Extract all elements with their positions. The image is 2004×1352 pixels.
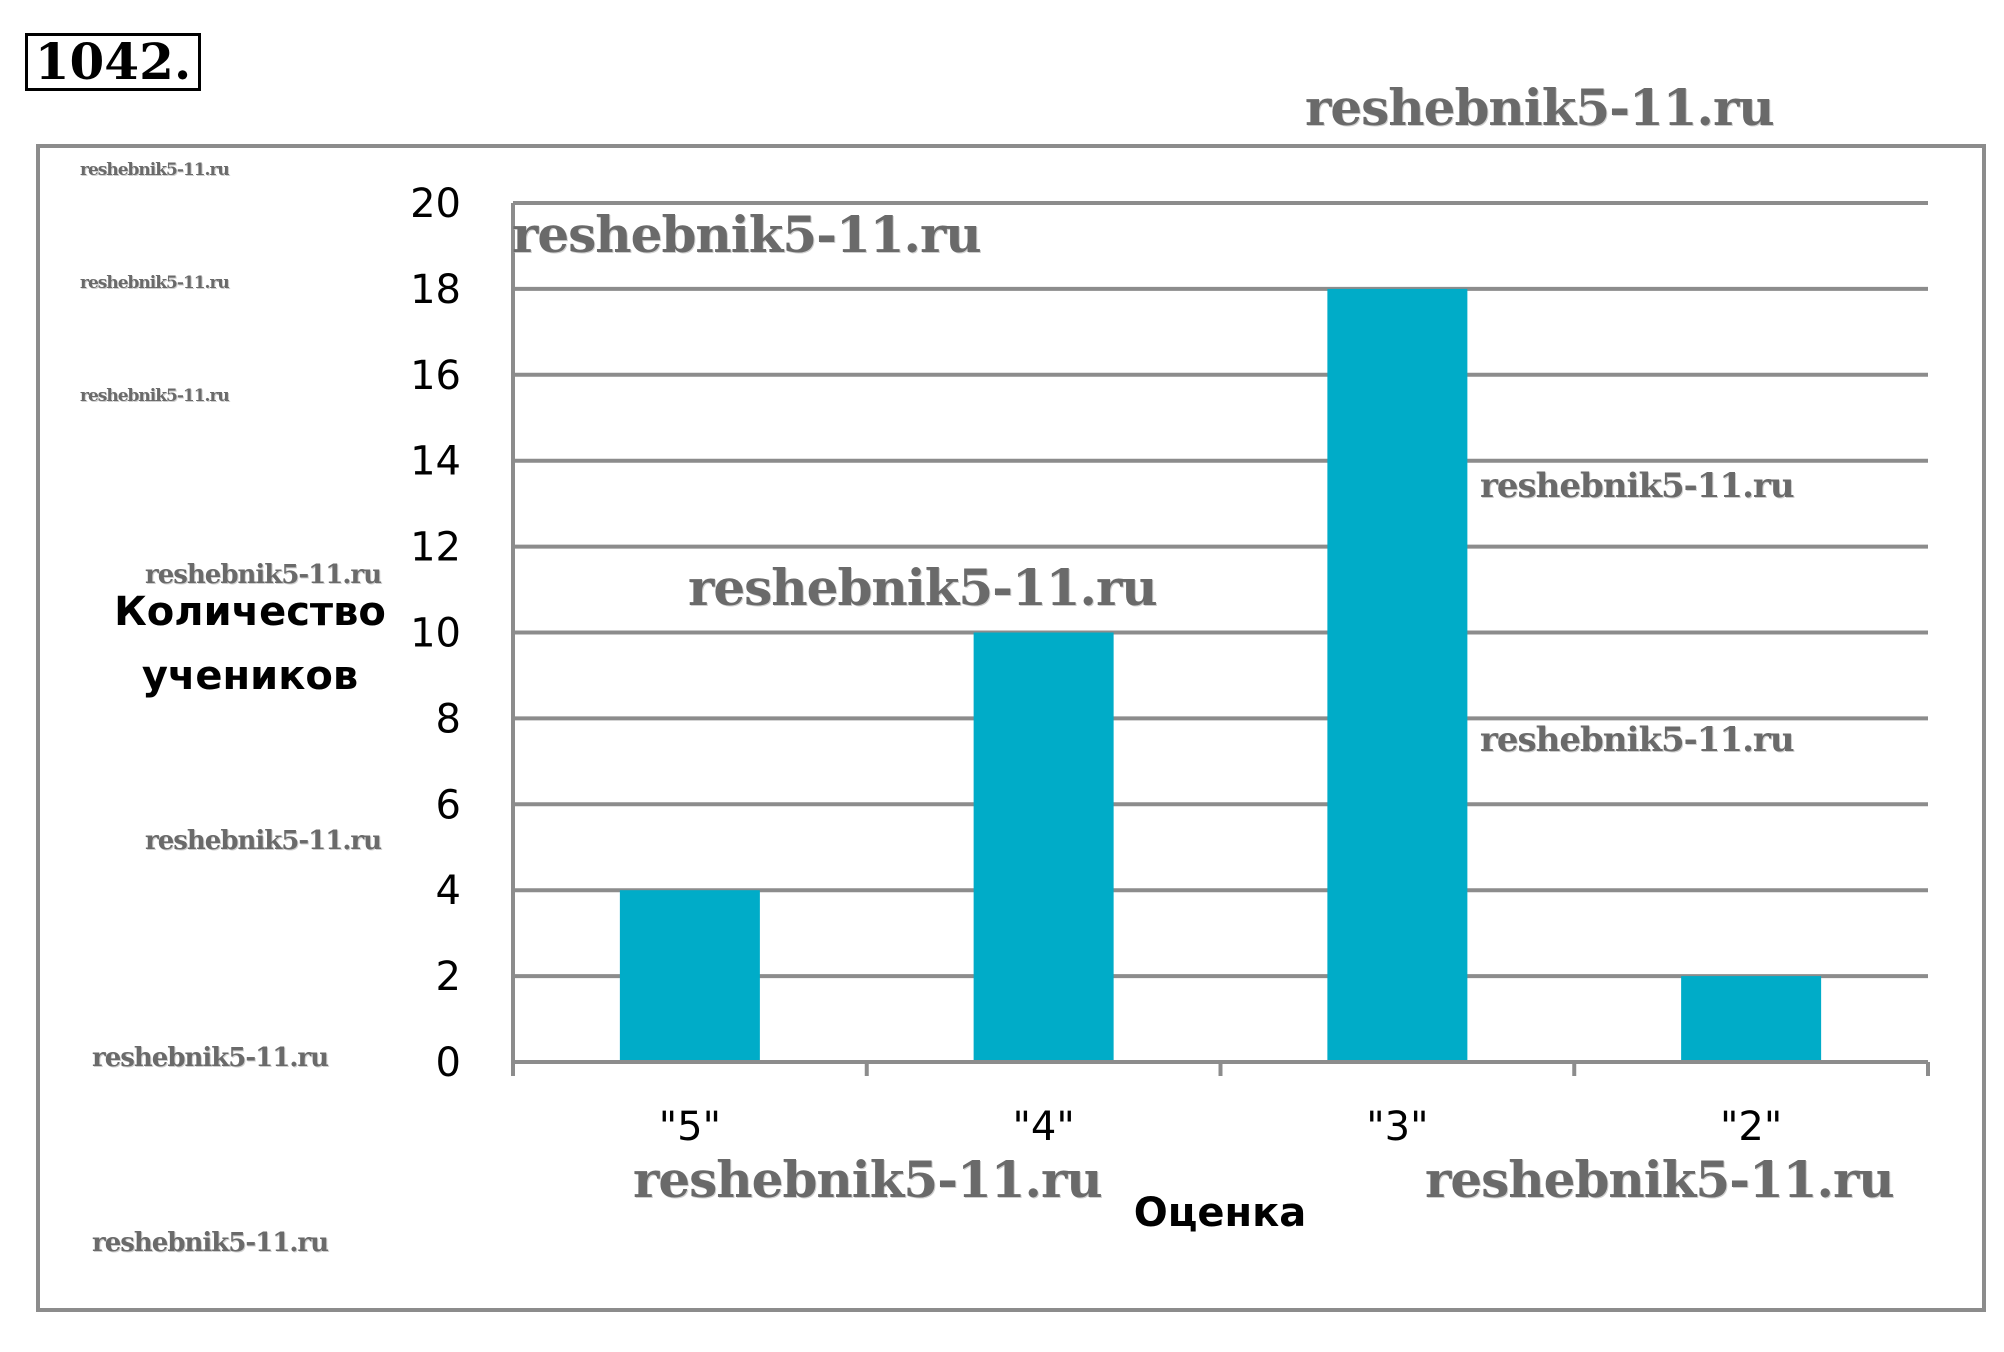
bar (1327, 288, 1468, 1062)
y-tick-label: 0 (436, 1040, 461, 1086)
watermark: reshebnik5-11.ru (512, 205, 982, 264)
watermark: reshebnik5-11.ru (80, 160, 230, 180)
y-tick-label: 8 (436, 696, 461, 742)
y-tick-label: 12 (410, 525, 461, 571)
watermark: reshebnik5-11.ru (1425, 1150, 1895, 1209)
watermark: reshebnik5-11.ru (145, 826, 382, 856)
bar (619, 890, 760, 1062)
x-tick-label: "5" (659, 1104, 721, 1150)
problem-number: 1042. (25, 33, 201, 91)
x-axis-label: Оценка (1133, 1190, 1307, 1236)
watermark: reshebnik5-11.ru (633, 1150, 1103, 1209)
watermark: reshebnik5-11.ru (80, 273, 230, 293)
y-axis-label-line-2: учеников (141, 653, 359, 699)
y-tick-label: 2 (436, 954, 461, 1000)
y-tick-label: 16 (410, 353, 461, 399)
y-tick-label: 14 (410, 439, 461, 485)
y-axis-label: Количество учеников (100, 580, 400, 708)
watermark: reshebnik5-11.ru (80, 386, 230, 406)
bar (973, 632, 1114, 1062)
watermark: reshebnik5-11.ru (92, 1228, 329, 1258)
watermark: reshebnik5-11.ru (145, 560, 382, 590)
x-tick-label: "4" (1013, 1104, 1075, 1150)
y-tick-label: 18 (410, 267, 461, 313)
watermark: reshebnik5-11.ru (1480, 466, 1795, 506)
watermark: reshebnik5-11.ru (1480, 720, 1795, 760)
watermark: reshebnik5-11.ru (92, 1043, 329, 1073)
x-tick-label: "2" (1720, 1104, 1782, 1150)
y-tick-label: 4 (436, 868, 461, 914)
y-tick-label: 10 (410, 611, 461, 657)
x-tick-label: "3" (1366, 1104, 1428, 1150)
watermark: reshebnik5-11.ru (1305, 78, 1775, 137)
bar (1681, 976, 1822, 1062)
y-axis-label-line-1: Количество (114, 589, 386, 635)
watermark: reshebnik5-11.ru (688, 558, 1158, 617)
y-tick-label: 20 (410, 181, 461, 227)
chart-frame (36, 144, 1986, 1312)
y-tick-label: 6 (436, 782, 461, 828)
